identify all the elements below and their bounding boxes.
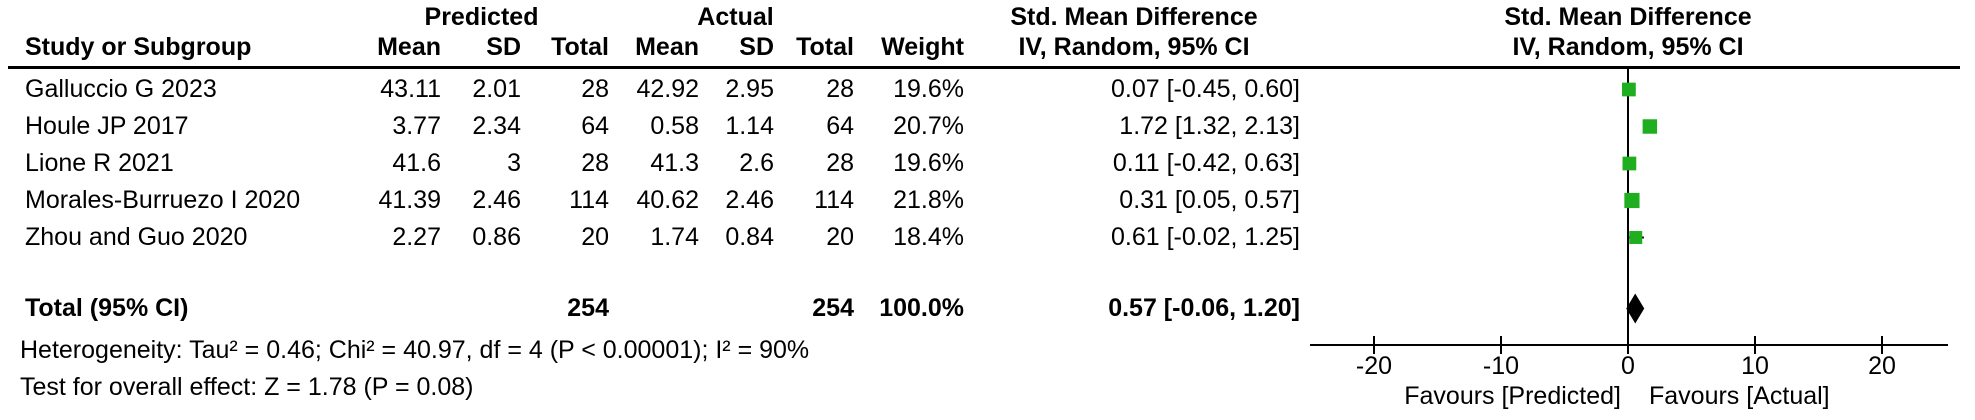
study-point-square (1629, 231, 1643, 244)
axis-tick-label: -20 (1355, 352, 1393, 380)
cell-predicted-mean: 43.11 (380, 75, 441, 103)
cell-actual-mean: 42.92 (636, 75, 699, 103)
cell-weight: 18.4% (893, 223, 964, 251)
cell-ci: 0.11 [-0.42, 0.63] (1112, 149, 1300, 177)
cell-study: Morales-Burruezo I 2020 (25, 186, 301, 214)
cell-weight: 19.6% (893, 75, 964, 103)
total-row: Total (95% CI) 254 254 100.0% 0.57 [-0.0… (20, 290, 1300, 327)
axis-tick-label: 10 (1741, 352, 1769, 380)
cell-actual-sd: 2.46 (725, 186, 774, 214)
cell-total-label: Total (95% CI) (25, 294, 189, 322)
cell-total-predicted-n: 254 (567, 294, 609, 322)
cell-weight: 20.7% (893, 112, 964, 140)
col-header-study: Study or Subgroup (25, 33, 252, 61)
cell-actual-mean: 41.3 (650, 149, 699, 177)
cell-actual-mean: 1.74 (650, 223, 699, 251)
plot-title-smd: Std. Mean Difference (1504, 3, 1752, 31)
heterogeneity-text: Heterogeneity: Tau² = 0.46; Chi² = 40.97… (20, 336, 810, 364)
cell-ci: 1.72 [1.32, 2.13] (1119, 112, 1300, 140)
col-header-ci-left: IV, Random, 95% CI (1018, 33, 1250, 61)
axis-tick-label: 20 (1868, 352, 1896, 380)
cell-predicted-total: 20 (581, 223, 609, 251)
study-row: Morales-Burruezo I 2020 41.39 2.46 114 40.62… (20, 182, 1300, 219)
cell-actual-sd: 2.95 (725, 75, 774, 103)
cell-actual-mean: 40.62 (636, 186, 699, 214)
cell-actual-total: 64 (826, 112, 854, 140)
col-header-weight: Weight (881, 33, 964, 61)
study-row: Galluccio G 2023 43.11 2.01 28 42.92 2.95 28 19… (20, 71, 1300, 108)
col-header-actual-total: Total (796, 33, 854, 61)
cell-predicted-sd: 0.86 (472, 223, 521, 251)
study-row: Zhou and Guo 2020 2.27 0.86 20 1.74 0.84 20 18.… (20, 219, 1300, 256)
col-header-predicted-sd: SD (486, 33, 521, 61)
total-diamond (1626, 293, 1645, 324)
cell-total-actual-n: 254 (812, 294, 854, 322)
cell-predicted-total: 64 (581, 112, 609, 140)
cell-weight: 19.6% (893, 149, 964, 177)
cell-actual-sd: 2.6 (739, 149, 774, 177)
cell-total-ci: 0.57 [-0.06, 1.20] (1108, 294, 1300, 322)
cell-predicted-mean: 3.77 (392, 112, 441, 140)
cell-predicted-sd: 3 (507, 149, 521, 177)
cell-weight: 21.8% (893, 186, 964, 214)
column-group-title-smd-left: Std. Mean Difference (1010, 3, 1258, 31)
favours-left-label: Favours [Predicted] (1404, 382, 1621, 410)
study-point-square (1642, 119, 1658, 134)
plot-subtitle-ci: IV, Random, 95% CI (1512, 33, 1744, 61)
cell-predicted-sd: 2.34 (472, 112, 521, 140)
cell-actual-total: 28 (826, 149, 854, 177)
cell-actual-total: 20 (826, 223, 854, 251)
col-header-predicted-mean: Mean (377, 33, 441, 61)
favours-right-label: Favours [Actual] (1649, 382, 1830, 410)
group-header-actual: Actual (697, 3, 774, 31)
header-divider-line (8, 66, 1960, 69)
axis-tick-label: -10 (1482, 352, 1520, 380)
cell-actual-sd: 0.84 (725, 223, 774, 251)
cell-predicted-mean: 41.39 (378, 186, 441, 214)
cell-actual-mean: 0.58 (650, 112, 699, 140)
study-row: Houle JP 2017 3.77 2.34 64 0.58 1.14 64 20.7% 1.… (20, 108, 1300, 145)
col-header-actual-mean: Mean (635, 33, 699, 61)
cell-study: Lione R 2021 (25, 149, 174, 177)
cell-predicted-sd: 2.01 (472, 75, 521, 103)
cell-actual-total: 114 (814, 186, 854, 214)
study-point-square (1622, 156, 1637, 171)
cell-predicted-mean: 41.6 (392, 149, 441, 177)
axis-tick-label: 0 (1621, 352, 1635, 380)
study-point-square (1622, 82, 1636, 97)
cell-actual-sd: 1.14 (725, 112, 774, 140)
group-header-predicted: Predicted (424, 3, 539, 31)
cell-ci: 0.07 [-0.45, 0.60] (1110, 75, 1300, 103)
cell-actual-total: 28 (826, 75, 854, 103)
cell-predicted-total: 114 (569, 186, 609, 214)
column-header-row: Study or Subgroup Mean SD Total Mean SD … (20, 31, 1300, 63)
overall-effect-text: Test for overall effect: Z = 1.78 (P = 0… (20, 373, 474, 401)
col-header-actual-sd: SD (739, 33, 774, 61)
cell-study: Galluccio G 2023 (25, 75, 217, 103)
cell-predicted-total: 28 (581, 75, 609, 103)
cell-total-weight: 100.0% (879, 294, 964, 322)
cell-predicted-sd: 2.46 (472, 186, 521, 214)
cell-predicted-mean: 2.27 (392, 223, 441, 251)
cell-study: Houle JP 2017 (25, 112, 189, 140)
cell-study: Zhou and Guo 2020 (25, 223, 248, 251)
cell-ci: 0.61 [-0.02, 1.25] (1110, 223, 1300, 251)
cell-ci: 0.31 [0.05, 0.57] (1119, 186, 1300, 214)
col-header-predicted-total: Total (551, 33, 609, 61)
study-point-square (1624, 192, 1640, 209)
cell-predicted-total: 28 (581, 149, 609, 177)
study-row: Lione R 2021 41.6 3 28 41.3 2.6 28 19.6% 0.11 [-… (20, 145, 1300, 182)
